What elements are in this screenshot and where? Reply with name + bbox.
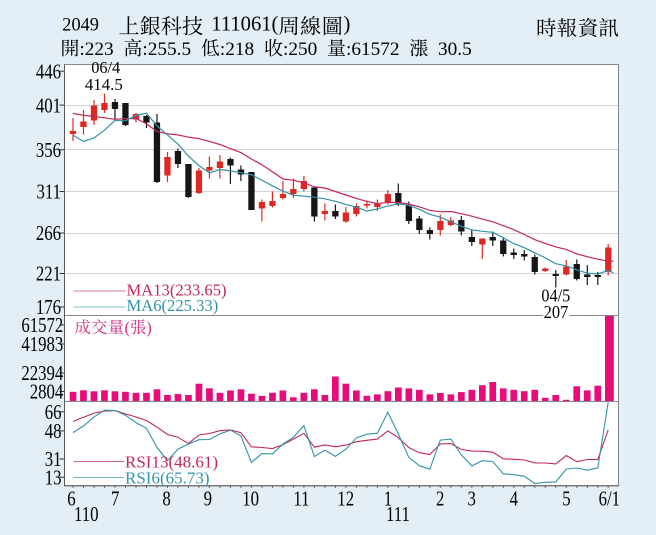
svg-text:): ) [344,14,351,36]
svg-text:41983: 41983 [21,334,63,357]
svg-text:(: ( [125,318,130,337]
svg-text:6/1: 6/1 [599,488,620,511]
svg-text:22394: 22394 [21,363,63,386]
svg-text:3: 3 [468,488,476,511]
svg-text:111: 111 [386,503,410,526]
svg-text:207: 207 [544,302,569,322]
svg-text:7: 7 [111,488,119,511]
svg-text:MA13(233.65): MA13(233.65) [127,281,227,300]
svg-text:176: 176 [36,297,61,320]
svg-text:11: 11 [293,488,309,511]
svg-text:31: 31 [45,449,62,472]
svg-text:414.5: 414.5 [85,75,123,94]
svg-text::255.5: :255.5 [142,39,191,60]
svg-text:13: 13 [45,467,62,490]
svg-text:111061(: 111061( [211,14,278,36]
svg-text:06/4: 06/4 [91,58,121,77]
svg-text:10: 10 [242,488,259,511]
svg-text::223: :223 [79,39,113,60]
svg-text:2: 2 [436,488,444,511]
svg-text:30.5: 30.5 [438,39,472,60]
svg-text:RSI6(65.73): RSI6(65.73) [125,468,210,487]
svg-text::250: :250 [283,39,317,60]
svg-text:5: 5 [562,488,570,511]
svg-text::218: :218 [220,39,254,60]
svg-text:61572: 61572 [21,315,63,338]
svg-text:6: 6 [67,488,75,511]
svg-text:401: 401 [36,95,61,118]
svg-text:66: 66 [45,401,62,424]
svg-text:2049: 2049 [62,14,99,36]
svg-text:1: 1 [384,488,392,511]
svg-text:110: 110 [74,503,99,526]
svg-text:446: 446 [36,61,61,84]
svg-text:9: 9 [204,488,212,511]
svg-text:356: 356 [36,139,61,162]
svg-text:8: 8 [162,488,170,511]
svg-text:221: 221 [36,263,61,286]
svg-text:2804: 2804 [30,381,64,404]
svg-text:266: 266 [36,223,61,246]
svg-text:): ) [146,318,151,337]
svg-text:MA6(225.33): MA6(225.33) [127,296,219,315]
svg-text:04/5: 04/5 [541,286,570,306]
svg-text:12: 12 [337,488,354,511]
svg-text::61572: :61572 [346,39,400,60]
svg-text:RSI13(48.61): RSI13(48.61) [125,453,218,472]
svg-text:4: 4 [510,488,519,511]
svg-text:311: 311 [36,181,61,204]
svg-text:48: 48 [45,420,62,443]
